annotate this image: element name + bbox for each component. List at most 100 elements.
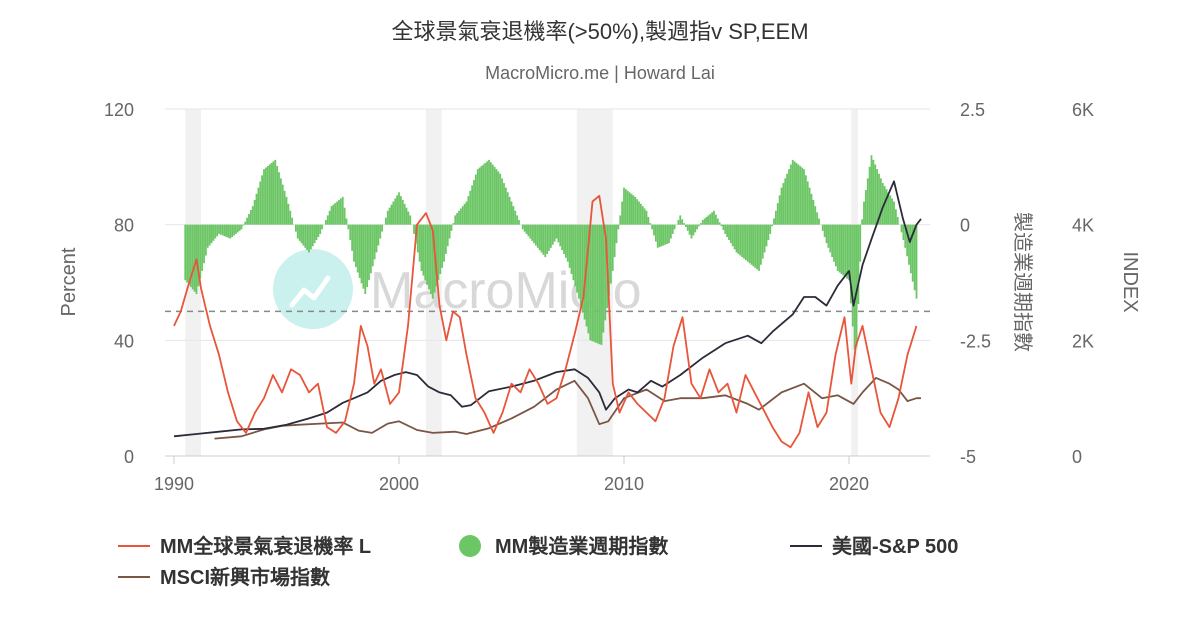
manufacturing-bar-323 — [789, 164, 792, 225]
manufacturing-bar-253 — [658, 224, 661, 248]
yticks-right-label-2: 2K — [1072, 331, 1094, 351]
manufacturing-bar-267 — [684, 224, 687, 227]
manufacturing-bar-30 — [240, 224, 243, 230]
manufacturing-bar-182 — [525, 224, 528, 234]
manufacturing-bar-34 — [248, 213, 250, 225]
manufacturing-bar-108 — [386, 210, 389, 225]
manufacturing-bar-172 — [506, 192, 509, 225]
manufacturing-bar-127 — [422, 224, 425, 276]
legend-item-sp500[interactable]: 美國-S&P 500 — [790, 534, 958, 558]
manufacturing-bar-186 — [533, 224, 535, 244]
manufacturing-bar-368 — [874, 164, 877, 225]
manufacturing-bar-145 — [456, 213, 459, 225]
manufacturing-bar-385 — [906, 224, 909, 257]
manufacturing-bar-90 — [353, 224, 355, 262]
yticks-right-label-1: 4K — [1072, 216, 1094, 236]
manufacturing-bar-228 — [611, 224, 614, 271]
manufacturing-bar-43 — [264, 167, 267, 225]
manufacturing-bar-349 — [838, 224, 841, 273]
manufacturing-bar-220 — [596, 224, 599, 344]
manufacturing-bar-102 — [375, 224, 378, 253]
manufacturing-bar-136 — [439, 224, 442, 275]
manufacturing-bar-139 — [444, 224, 447, 254]
manufacturing-bar-99 — [369, 224, 372, 274]
manufacturing-bar-336 — [814, 206, 817, 225]
manufacturing-bar-14 — [210, 224, 213, 244]
manufacturing-bar-68 — [311, 224, 314, 247]
manufacturing-bar-315 — [774, 210, 777, 225]
manufacturing-bar-387 — [909, 224, 912, 274]
manufacturing-bar-86 — [345, 218, 348, 225]
manufacturing-bar-363 — [864, 189, 867, 225]
manufacturing-bar-348 — [836, 224, 839, 271]
manufacturing-bar-128 — [424, 224, 427, 281]
manufacturing-bar-25 — [231, 224, 234, 238]
manufacturing-bar-92 — [356, 224, 359, 273]
manufacturing-bar-171 — [504, 187, 507, 225]
manufacturing-bar-162 — [488, 159, 490, 225]
manufacturing-bar-75 — [324, 220, 327, 225]
manufacturing-bar-62 — [300, 224, 303, 244]
manufacturing-bar-223 — [602, 224, 605, 333]
manufacturing-bar-187 — [534, 224, 537, 246]
manufacturing-bar-333 — [808, 187, 811, 225]
manufacturing-bar-330 — [803, 169, 805, 225]
manufacturing-bar-373 — [883, 186, 886, 225]
manufacturing-bar-361 — [861, 219, 864, 225]
manufacturing-bar-245 — [643, 208, 646, 225]
manufacturing-bar-125 — [418, 224, 421, 262]
manufacturing-bar-158 — [480, 166, 483, 225]
legend-item-manufacturing-cycle[interactable]: MM製造業週期指數 — [459, 534, 668, 558]
manufacturing-bar-306 — [758, 224, 760, 271]
legend-item-recession-prob[interactable]: MM全球景氣衰退機率 L — [118, 534, 371, 558]
manufacturing-bar-129 — [426, 224, 429, 285]
manufacturing-bar-9 — [201, 224, 204, 271]
manufacturing-bar-213 — [583, 224, 586, 320]
manufacturing-bar-328 — [799, 166, 802, 225]
left-axis-ticks: 120 80 40 0 — [104, 100, 134, 467]
manufacturing-bar-386 — [908, 224, 910, 265]
manufacturing-bar-257 — [666, 224, 669, 244]
manufacturing-bar-261 — [673, 224, 676, 230]
legend-item-msci-em[interactable]: MSCI新興市場指數 — [118, 565, 330, 589]
manufacturing-bar-48 — [274, 159, 277, 225]
manufacturing-bar-206 — [570, 224, 573, 275]
left-axis-title: Percent — [58, 247, 80, 316]
manufacturing-bar-137 — [441, 224, 444, 268]
manufacturing-bar-388 — [911, 224, 914, 282]
manufacturing-bar-24 — [229, 224, 232, 239]
manufacturing-bar-321 — [786, 173, 789, 225]
x-tick-label-2: 2010 — [604, 474, 644, 494]
yticks-right-label-0: 6K — [1072, 100, 1094, 120]
manufacturing-bar-226 — [608, 224, 610, 296]
manufacturing-bar-5 — [193, 224, 196, 292]
manufacturing-bar-255 — [662, 224, 665, 246]
manufacturing-bar-237 — [628, 192, 631, 225]
manufacturing-bar-203 — [564, 224, 567, 258]
series-lines — [173, 180, 922, 449]
manufacturing-bar-342 — [825, 224, 828, 244]
mid-axis-title: 製造業週期指數 — [1011, 212, 1034, 352]
manufacturing-bar-47 — [272, 161, 275, 225]
watermark-chart-icon — [289, 275, 331, 308]
manufacturing-bar-242 — [638, 201, 640, 225]
manufacturing-bar-235 — [624, 189, 627, 225]
manufacturing-bar-119 — [407, 211, 410, 225]
manufacturing-bar-46 — [270, 162, 273, 225]
manufacturing-bar-112 — [394, 198, 397, 225]
manufacturing-bar-380 — [896, 216, 899, 225]
manufacturing-bar-160 — [484, 162, 487, 225]
manufacturing-bar-210 — [578, 224, 580, 299]
manufacturing-bar-79 — [332, 204, 335, 225]
manufacturing-bar-76 — [326, 215, 329, 225]
manufacturing-bar-251 — [654, 224, 657, 242]
manufacturing-bar-258 — [668, 224, 670, 244]
right-axis-title: INDEX — [1119, 251, 1141, 312]
manufacturing-bar-66 — [308, 224, 310, 253]
mid-axis-ticks: 2.5 0 -2.5 -5 — [960, 100, 991, 467]
manufacturing-bar-142 — [450, 224, 453, 231]
manufacturing-bar-159 — [482, 164, 485, 225]
manufacturing-bar-211 — [579, 224, 582, 306]
manufacturing-bar-370 — [878, 173, 880, 225]
manufacturing-bar-266 — [683, 223, 685, 225]
